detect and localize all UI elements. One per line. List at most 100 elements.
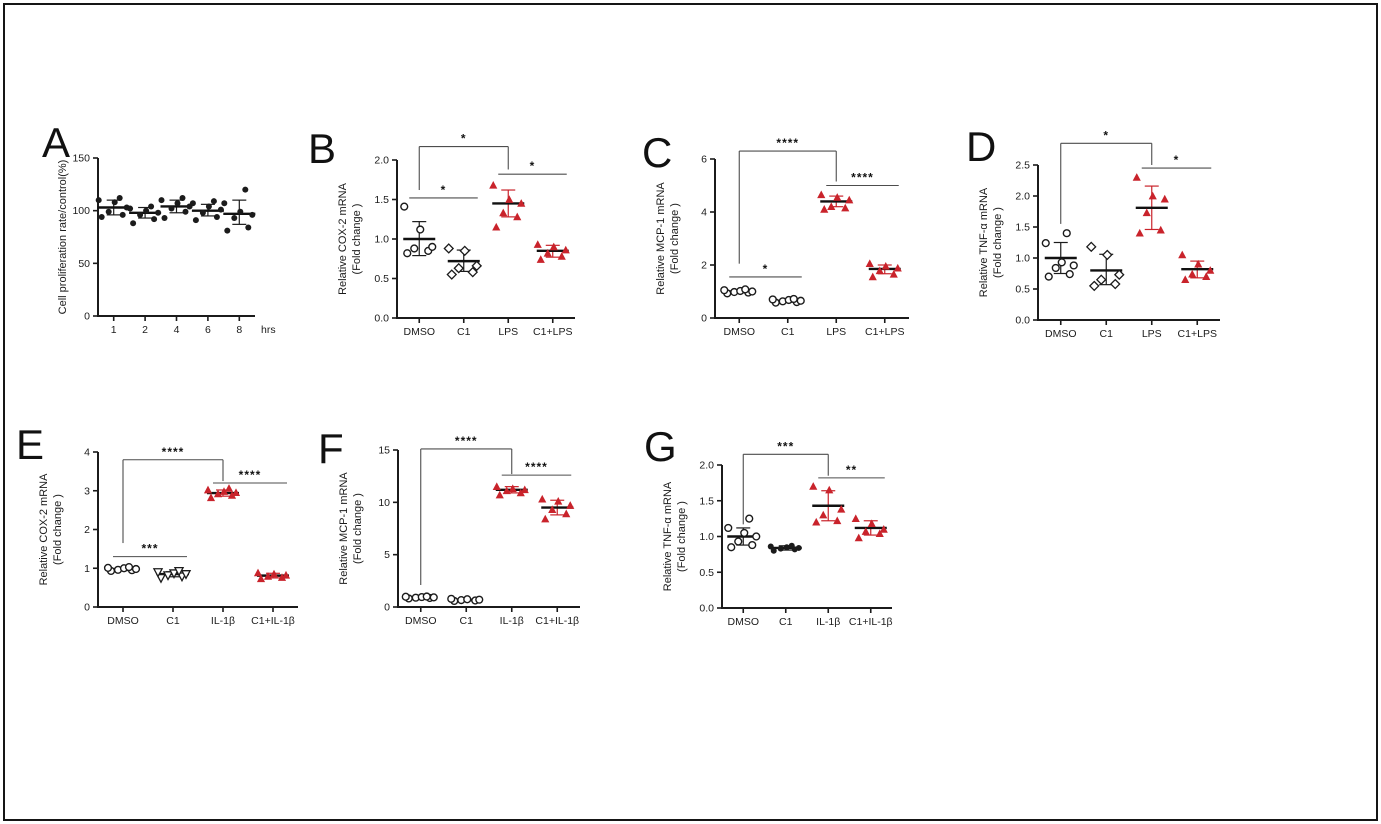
panel-c-chart: 0 2 4 6 DMSO C1 LPS C1+LPS Relative MCP-1 mRNA (F…: [650, 136, 939, 352]
panel-d-chart: 0.0 0.5 1.0 1.5 2.0 2.5 DMSO C1 LPS C1+LPS Relativ…: [973, 128, 1245, 354]
svg-text:***: ***: [141, 542, 158, 556]
svg-text:8: 8: [236, 324, 242, 336]
panel-d-label: D: [966, 123, 997, 170]
svg-text:1: 1: [84, 563, 90, 575]
svg-text:DMSO: DMSO: [107, 615, 139, 627]
svg-text:IL-1β: IL-1β: [500, 615, 524, 627]
svg-text:LPS: LPS: [498, 326, 518, 338]
svg-text:2.0: 2.0: [699, 460, 714, 472]
panel-a-chart: 0 50 100 150 1 2 4 6 8 hrs Cell proliferation rate…: [52, 140, 297, 350]
svg-text:Relative COX-2 mRNA: Relative COX-2 mRNA: [38, 473, 50, 586]
svg-text:2: 2: [84, 524, 90, 536]
svg-text:DMSO: DMSO: [405, 615, 437, 627]
svg-text:C1: C1: [457, 326, 471, 338]
svg-text:0: 0: [384, 602, 390, 614]
svg-text:Relative COX-2 mRNA: Relative COX-2 mRNA: [337, 182, 349, 295]
svg-text:0.5: 0.5: [1015, 284, 1030, 296]
svg-text:*: *: [763, 262, 769, 276]
svg-text:0.0: 0.0: [1015, 315, 1030, 327]
svg-text:C1+IL-1β: C1+IL-1β: [849, 616, 893, 628]
svg-text:(Fold change ): (Fold change ): [676, 501, 688, 572]
svg-text:(Fold change ): (Fold change ): [352, 493, 364, 564]
svg-text:1.5: 1.5: [699, 495, 714, 507]
svg-text:*: *: [461, 132, 467, 146]
svg-text:4: 4: [174, 324, 180, 336]
svg-text:C1+LPS: C1+LPS: [1178, 328, 1217, 340]
svg-text:(Fold change ): (Fold change ): [669, 203, 681, 274]
svg-text:Relative TNF-α mRNA: Relative TNF-α mRNA: [662, 481, 674, 591]
svg-text:Relative MCP-1 mRNA: Relative MCP-1 mRNA: [655, 182, 667, 295]
svg-text:1.0: 1.0: [374, 234, 389, 246]
svg-text:2.5: 2.5: [1015, 160, 1030, 172]
svg-text:C1+IL-1β: C1+IL-1β: [535, 615, 579, 627]
svg-text:15: 15: [378, 445, 390, 457]
svg-text:0.0: 0.0: [699, 603, 714, 615]
panel-g-label: G: [644, 423, 677, 470]
svg-text:*: *: [530, 159, 536, 173]
panel-f-label: F: [318, 425, 344, 472]
svg-text:0: 0: [84, 311, 90, 323]
svg-text:LPS: LPS: [826, 326, 846, 338]
svg-text:1.0: 1.0: [699, 531, 714, 543]
svg-text:100: 100: [72, 205, 90, 217]
svg-text:DMSO: DMSO: [1045, 328, 1077, 340]
svg-text:IL-1β: IL-1β: [211, 615, 235, 627]
svg-text:0: 0: [701, 313, 707, 325]
svg-text:1.0: 1.0: [1015, 253, 1030, 265]
svg-text:C1+IL-1β: C1+IL-1β: [251, 615, 295, 627]
svg-text:****: ****: [525, 460, 548, 474]
panel-a-label: A: [42, 119, 71, 166]
svg-text:6: 6: [701, 154, 707, 166]
svg-text:50: 50: [78, 258, 90, 270]
svg-text:(Fold change ): (Fold change ): [351, 204, 363, 275]
svg-text:****: ****: [239, 468, 262, 482]
panel-c-label: C: [642, 129, 673, 176]
svg-text:5: 5: [384, 549, 390, 561]
svg-text:2.0: 2.0: [1015, 191, 1030, 203]
svg-text:10: 10: [378, 497, 390, 509]
figure-border: [3, 3, 1378, 821]
svg-text:C1+LPS: C1+LPS: [865, 326, 904, 338]
svg-text:C1: C1: [1100, 328, 1114, 340]
svg-text:IL-1β: IL-1β: [816, 616, 840, 628]
svg-text:****: ****: [162, 445, 185, 459]
svg-text:C1: C1: [460, 615, 474, 627]
svg-text:2.0: 2.0: [374, 155, 389, 167]
svg-text:(Fold change ): (Fold change ): [52, 494, 64, 565]
svg-text:4: 4: [84, 447, 90, 459]
svg-text:C1+LPS: C1+LPS: [533, 326, 572, 338]
svg-text:0.0: 0.0: [374, 313, 389, 325]
panel-b-label: B: [308, 125, 337, 172]
svg-text:*: *: [441, 183, 447, 197]
svg-text:****: ****: [776, 136, 799, 150]
svg-text:****: ****: [455, 434, 478, 448]
svg-text:*: *: [1174, 153, 1180, 167]
svg-text:Relative TNF-α mRNA: Relative TNF-α mRNA: [978, 187, 990, 297]
svg-text:C1: C1: [166, 615, 180, 627]
panel-b-chart: 0.0 0.5 1.0 1.5 2.0 DMSO C1 LPS C1+LPS Relative C…: [332, 132, 585, 352]
svg-text:0.5: 0.5: [374, 273, 389, 285]
svg-text:DMSO: DMSO: [724, 326, 756, 338]
panel-f-chart: 0 5 10 15 DMSO C1 IL-1β C1+IL-1β Relative MCP-1 …: [333, 434, 595, 641]
svg-text:1.5: 1.5: [1015, 222, 1030, 234]
svg-text:3: 3: [84, 485, 90, 497]
svg-text:2: 2: [142, 324, 148, 336]
svg-text:****: ****: [851, 171, 874, 185]
panel-e-chart: 0 1 2 3 4 DMSO C1 IL-1β C1+IL-1β Relative COX-2 m…: [33, 440, 313, 641]
svg-text:DMSO: DMSO: [728, 616, 760, 628]
svg-text:(Fold change ): (Fold change ): [992, 207, 1004, 278]
svg-text:4: 4: [701, 207, 707, 219]
svg-text:**: **: [846, 463, 857, 477]
panel-g-chart: 0.0 0.5 1.0 1.5 2.0 DMSO C1 IL-1β C1+IL-1β Relati…: [657, 439, 907, 642]
svg-text:Relative MCP-1 mRNA: Relative MCP-1 mRNA: [338, 472, 350, 585]
svg-text:C1: C1: [781, 326, 795, 338]
svg-text:LPS: LPS: [1142, 328, 1162, 340]
svg-text:0: 0: [84, 602, 90, 614]
svg-text:0.5: 0.5: [699, 567, 714, 579]
svg-text:C1: C1: [779, 616, 793, 628]
svg-text:***: ***: [777, 439, 794, 453]
svg-text:2: 2: [701, 260, 707, 272]
svg-text:150: 150: [72, 153, 90, 165]
svg-text:1.5: 1.5: [374, 194, 389, 206]
